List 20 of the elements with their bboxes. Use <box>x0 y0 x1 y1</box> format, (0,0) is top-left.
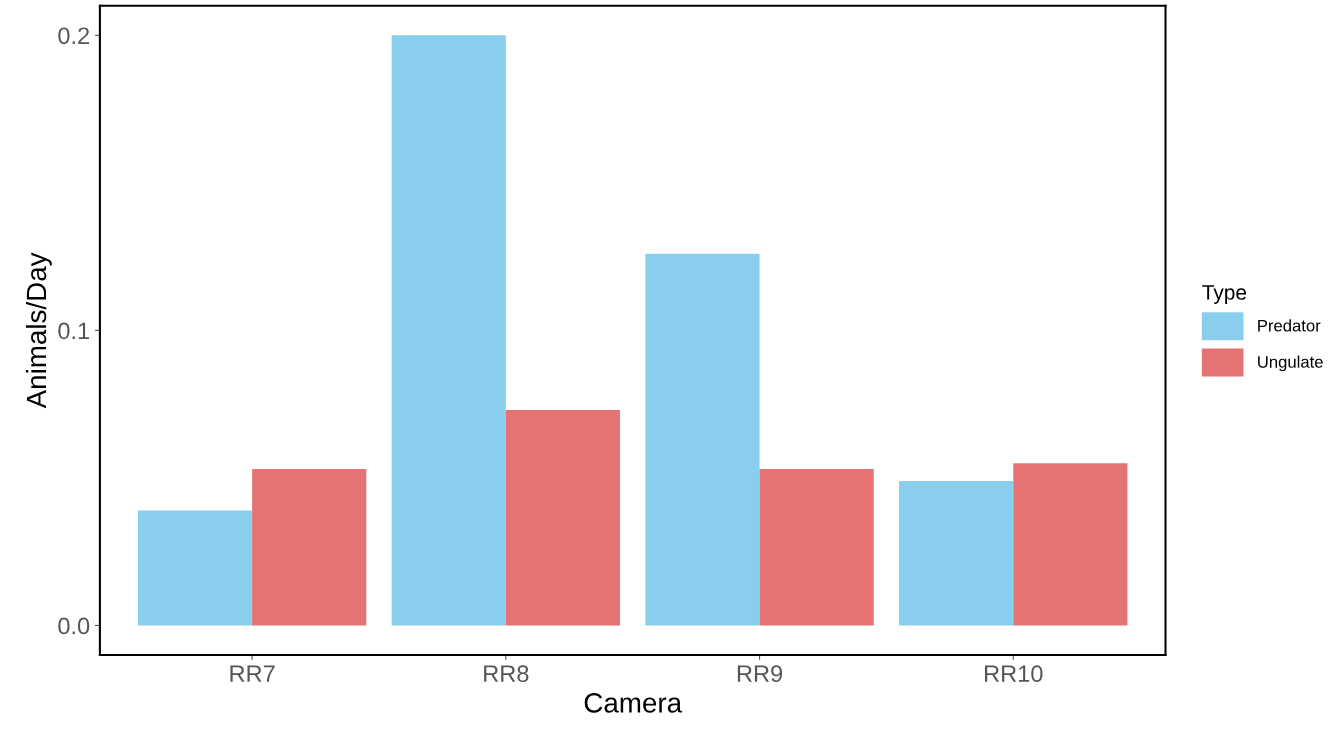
y-tick-label: 0.2 <box>58 27 89 45</box>
bar <box>505 410 621 626</box>
bar <box>252 469 367 626</box>
bar <box>899 480 1014 626</box>
bar <box>391 35 506 626</box>
bar <box>1013 463 1128 626</box>
legend-title: Type <box>1202 285 1247 304</box>
legend-label: Ungulate <box>1258 355 1323 372</box>
x-tick-label: RR9 <box>737 665 783 683</box>
x-tick-label: RR7 <box>230 665 275 682</box>
y-axis-title: Animals/Day <box>25 252 52 409</box>
y-tick-label: 0.0 <box>58 617 90 635</box>
x-tick-label: RR10 <box>985 665 1043 683</box>
y-tick-label: 0.1 <box>58 322 90 340</box>
bar <box>759 469 874 626</box>
x-tick-label: RR8 <box>484 665 529 683</box>
bar <box>137 510 253 626</box>
x-axis-title: Camera <box>584 693 683 713</box>
bar <box>645 253 760 626</box>
legend-label: Predator <box>1258 319 1321 332</box>
